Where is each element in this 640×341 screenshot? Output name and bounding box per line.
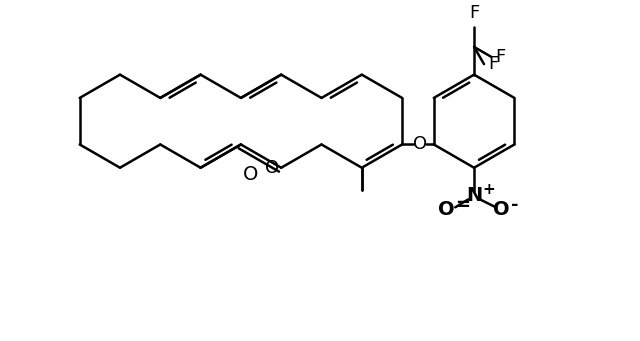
Text: =: = bbox=[455, 196, 470, 214]
Text: F: F bbox=[469, 4, 479, 22]
Text: O: O bbox=[243, 165, 258, 184]
Text: N: N bbox=[466, 186, 482, 205]
Text: O: O bbox=[438, 200, 454, 219]
Text: -: - bbox=[511, 196, 518, 214]
Text: F: F bbox=[495, 48, 506, 66]
Text: O: O bbox=[265, 159, 279, 177]
Text: O: O bbox=[493, 200, 510, 219]
Text: O: O bbox=[413, 135, 427, 153]
Text: F: F bbox=[488, 55, 498, 73]
Text: +: + bbox=[482, 182, 495, 197]
